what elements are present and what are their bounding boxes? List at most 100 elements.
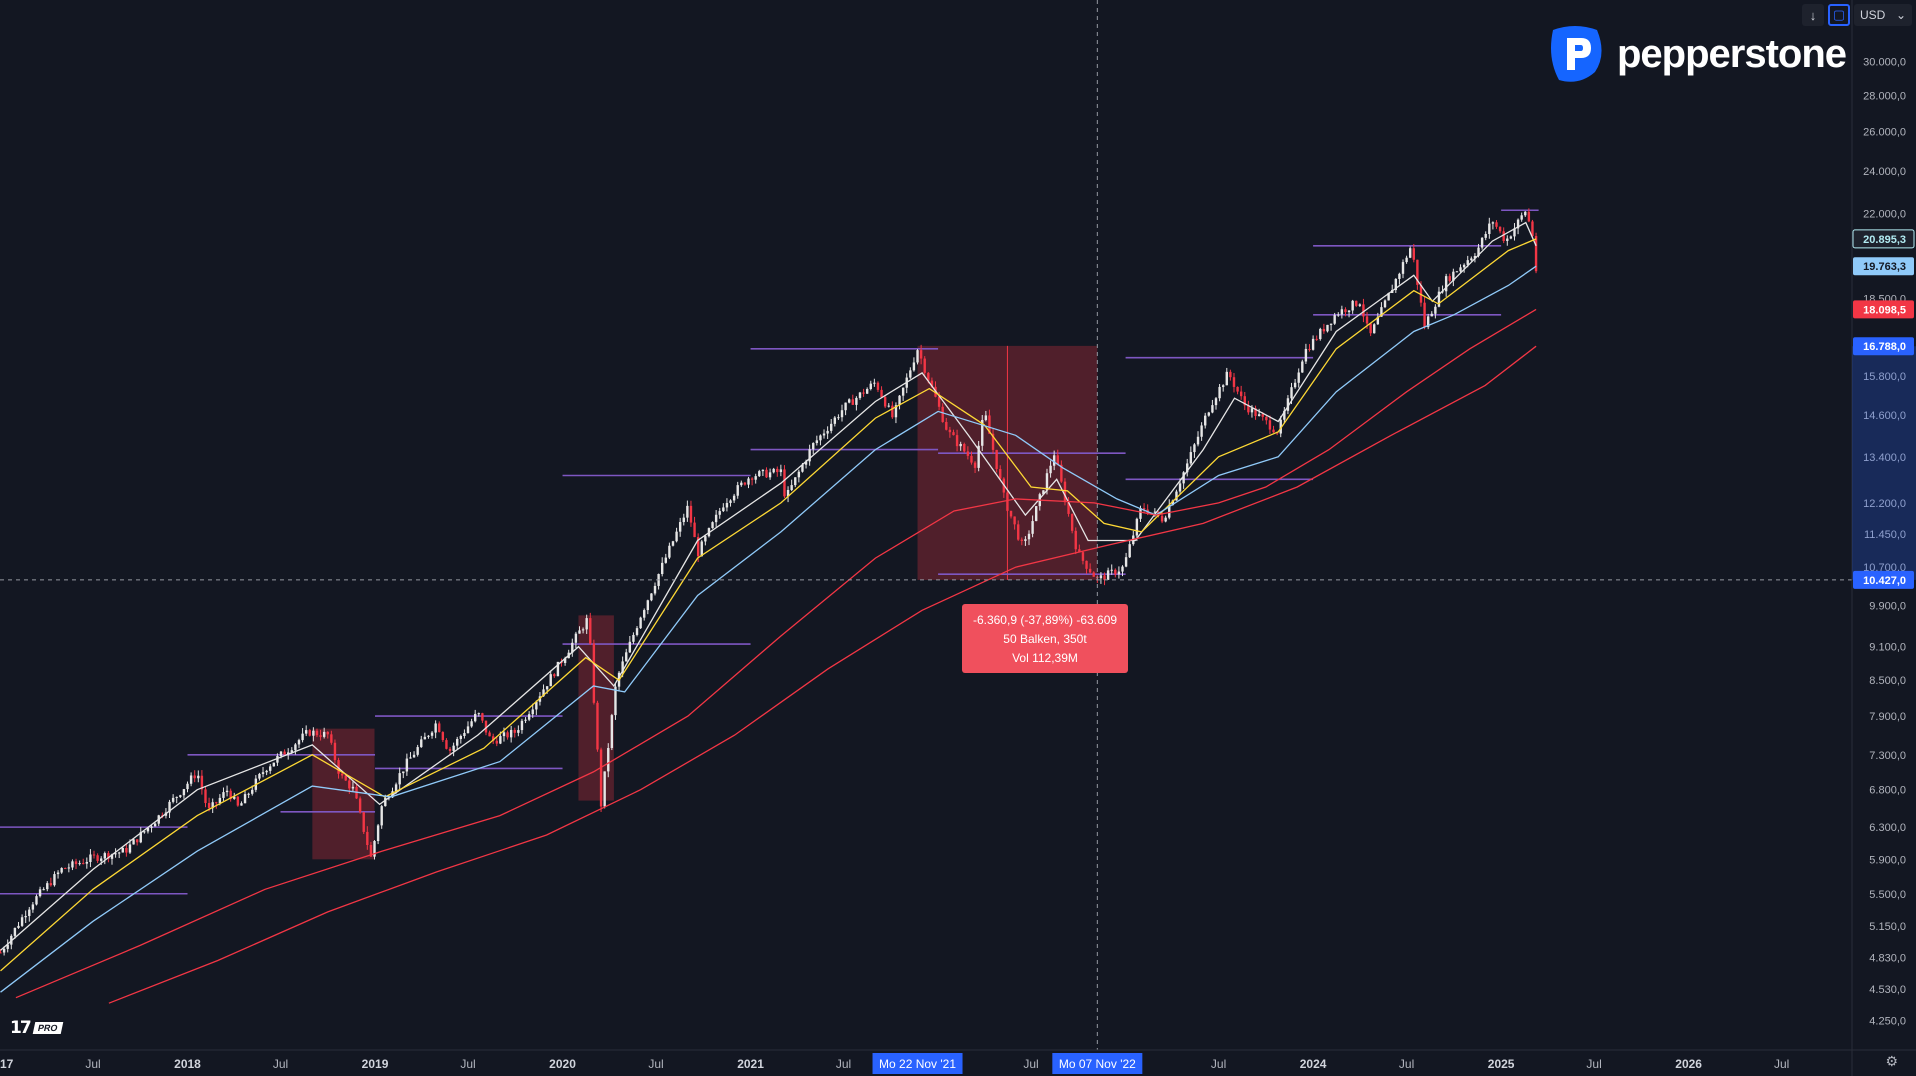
candle-body <box>1168 504 1171 518</box>
candle-body <box>1308 348 1311 350</box>
candle-body <box>855 397 858 405</box>
candle-body <box>704 536 707 542</box>
candle-body <box>973 462 977 468</box>
candle-body <box>1369 323 1372 334</box>
candle-body <box>427 735 430 737</box>
y-tick-label: 5.500,0 <box>1869 889 1906 901</box>
candle-body <box>643 610 646 618</box>
chart-toolbar: ↓ ▢ USD ⌄ <box>1802 4 1912 26</box>
candle-body <box>955 435 959 447</box>
candle-body <box>1401 262 1405 274</box>
candle-body <box>592 643 596 703</box>
candle-body <box>596 702 599 750</box>
candle-body <box>574 633 578 643</box>
candle-body <box>1081 552 1085 561</box>
candle-body <box>247 793 250 795</box>
x-tick-label: 2021 <box>737 1057 764 1071</box>
moving-averages <box>0 221 1537 1004</box>
arrow-down-icon[interactable]: ↓ <box>1802 4 1824 26</box>
price-label: 19.763,3 <box>1863 261 1906 273</box>
y-axis-range-highlight <box>1852 346 1916 580</box>
candle-body <box>977 445 980 468</box>
candle-body <box>438 723 441 733</box>
drawdown-box <box>312 728 375 860</box>
candle-body <box>625 652 628 662</box>
y-tick-label: 9.900,0 <box>1869 600 1906 612</box>
candle-body <box>959 443 962 447</box>
tradingview-icon: 17 <box>10 1018 32 1038</box>
candle-body <box>1013 516 1016 525</box>
candle-body <box>430 732 434 736</box>
candle-body <box>740 482 743 486</box>
candle-body <box>1024 539 1027 541</box>
candle-body <box>553 674 556 677</box>
candle-body <box>229 790 232 799</box>
candle-body <box>563 658 567 663</box>
candle-body <box>1380 307 1383 317</box>
candle-body <box>1261 414 1264 417</box>
settings-gear-icon[interactable]: ⚙ <box>1885 1053 1898 1069</box>
y-tick-label: 15.800,0 <box>1863 371 1906 383</box>
candlesticks <box>0 208 1538 956</box>
candle-body <box>1171 500 1175 505</box>
candle-body <box>1232 377 1236 387</box>
candle-body <box>1297 372 1300 383</box>
x-tick-label: 2017 <box>0 1057 14 1071</box>
candle-body <box>319 735 322 737</box>
candle-body <box>369 845 373 857</box>
measurement-bars: 50 Balken, 350t <box>1003 631 1087 646</box>
candle-body <box>1060 464 1063 482</box>
candle-body <box>1200 425 1203 437</box>
moving-average-line <box>108 345 1537 1004</box>
candle-body <box>474 713 477 722</box>
candle-body <box>107 853 110 859</box>
candle-body <box>646 600 650 611</box>
candle-body <box>60 868 63 873</box>
candle-body <box>340 773 344 776</box>
candle-body <box>272 762 276 767</box>
candle-body <box>1470 258 1473 261</box>
candle-body <box>125 848 128 853</box>
candle-body <box>322 731 326 737</box>
x-tick-label: 2019 <box>362 1057 389 1071</box>
candle-body <box>660 562 664 575</box>
candle-body <box>786 489 790 497</box>
candle-body <box>772 468 775 473</box>
price-label: 18.098,5 <box>1863 304 1906 316</box>
candle-body <box>1052 455 1056 466</box>
candle-body <box>1293 382 1297 388</box>
x-tick-label: 2024 <box>1300 1057 1327 1071</box>
candle-body <box>171 797 175 802</box>
x-tick-label: 2020 <box>549 1057 576 1071</box>
candle-body <box>1495 222 1498 227</box>
sync-icon[interactable]: ▢ <box>1828 4 1850 26</box>
candle-body <box>35 896 38 905</box>
candle-body <box>502 732 506 737</box>
candle-body <box>607 748 610 772</box>
candle-body <box>693 522 696 538</box>
brand-name: pepperstone <box>1617 31 1847 76</box>
candle-body <box>1225 371 1228 386</box>
candle-body <box>1124 557 1128 567</box>
candle-body <box>901 387 905 396</box>
candle-body <box>13 927 17 936</box>
x-tick-label: Jul <box>273 1057 288 1071</box>
candle-body <box>1344 309 1347 313</box>
candle-body <box>513 729 516 733</box>
currency-select[interactable]: USD ⌄ <box>1854 4 1912 26</box>
candle-body <box>639 617 642 629</box>
candle-body <box>948 429 952 433</box>
y-tick-label: 4.530,0 <box>1869 984 1906 996</box>
candle-body <box>398 773 401 785</box>
candle-body <box>880 389 883 398</box>
candle-body <box>333 742 337 761</box>
candle-body <box>132 839 135 845</box>
candle-body <box>1214 398 1218 406</box>
x-tick-label: Jul <box>836 1057 851 1071</box>
candle-body <box>150 826 153 828</box>
candle-body <box>128 844 132 853</box>
candle-body <box>614 686 617 716</box>
x-axis-highlight <box>872 1053 963 1074</box>
candle-body <box>463 733 466 736</box>
